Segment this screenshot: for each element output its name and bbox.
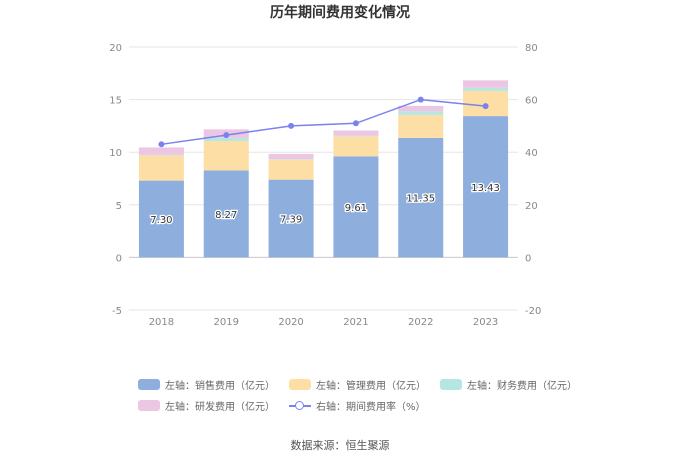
x-tick-label: 2018: [149, 317, 174, 328]
bar-data-label: 7.39: [280, 215, 302, 226]
legend-row-2: 左轴：研发费用（亿元） 右轴：期间费用率（%）: [138, 398, 440, 413]
bar-data-label: 11.35: [406, 194, 435, 205]
bar-segment-0: [463, 116, 509, 258]
legend-row-1: 左轴：销售费用（亿元） 左轴：管理费用（亿元） 左轴：财务费用（亿元）: [138, 377, 591, 392]
y-left-tick-label: 5: [116, 201, 122, 212]
bar-segment-0: [203, 170, 249, 258]
bar-segment-3: [463, 80, 509, 88]
bar-segment-2: [138, 154, 184, 156]
rate-point: [417, 96, 424, 103]
legend-label-finance: 左轴：财务费用（亿元）: [467, 381, 577, 392]
bar-segment-3: [398, 105, 444, 112]
bar-segment-0: [333, 156, 379, 258]
legend-label-sales: 左轴：销售费用（亿元）: [165, 381, 275, 392]
legend-label-rnd: 左轴：研发费用（亿元）: [165, 402, 275, 413]
bar-segment-3: [138, 147, 184, 155]
chart-title: 历年期间费用变化情况: [270, 5, 410, 21]
y-left-tick-label: 10: [109, 148, 122, 159]
y-right-tick-label: 40: [525, 148, 538, 159]
rate-point: [352, 120, 359, 127]
bar-data-label: 9.61: [345, 203, 367, 214]
legend-item-admin[interactable]: 左轴：管理费用（亿元）: [289, 377, 426, 392]
chart-plot: -5 -20 0 0 5 20 10 40 15 60 20 80 2018 2019 2020 2021 20…: [109, 43, 541, 328]
y-right-tick-label: -20: [525, 306, 541, 317]
legend-item-finance[interactable]: 左轴：财务费用（亿元）: [440, 377, 577, 392]
bar-segment-3: [268, 153, 314, 160]
legend-label-rate: 右轴：期间费用率（%）: [316, 402, 426, 413]
bar-data-label: 13.43: [471, 183, 500, 194]
bar-data-label: 7.30: [150, 215, 172, 226]
bar-segment-1: [333, 136, 379, 157]
bar-segment-1: [268, 159, 314, 180]
y-right-tick-label: 80: [525, 43, 538, 54]
bar-data-label: 8.27: [215, 210, 237, 221]
bar-segment-0: [268, 179, 314, 258]
x-tick-label: 2022: [408, 317, 433, 328]
y-left-tick-label: 15: [109, 96, 122, 107]
x-tick-label: 2020: [278, 317, 303, 328]
bar-segment-1: [203, 140, 249, 171]
x-tick-label: 2021: [343, 317, 368, 328]
x-tick-label: 2019: [214, 317, 239, 328]
y-right-tick-label: 0: [525, 253, 531, 264]
rate-point: [288, 122, 295, 129]
y-right-tick-label: 60: [525, 96, 538, 107]
rate-point: [482, 103, 489, 110]
legend-item-sales[interactable]: 左轴：销售费用（亿元）: [138, 377, 275, 392]
bar-segment-2: [398, 111, 444, 115]
bar-segment-0: [398, 137, 444, 258]
bar-segment-3: [333, 130, 379, 136]
legend-swatch-rate: [289, 400, 311, 411]
legend-swatch-rnd: [138, 400, 160, 411]
x-tick-label: 2023: [473, 317, 498, 328]
bar-segment-2: [333, 135, 379, 137]
bar-segment-2: [203, 137, 249, 141]
y-left-tick-label: -5: [112, 306, 122, 317]
legend-swatch-admin: [289, 379, 311, 390]
bar-segment-2: [268, 159, 314, 160]
y-left-tick-label: 0: [116, 253, 122, 264]
legend-label-admin: 左轴：管理费用（亿元）: [316, 381, 426, 392]
bar-segment-2: [463, 87, 509, 91]
rate-point: [223, 132, 230, 139]
y-right-tick-label: 20: [525, 201, 538, 212]
bar-segment-0: [138, 180, 184, 258]
rate-point: [158, 141, 165, 148]
y-left-tick-label: 20: [109, 43, 122, 54]
legend-swatch-sales: [138, 379, 160, 390]
legend-item-rnd[interactable]: 左轴：研发费用（亿元）: [138, 398, 275, 413]
bar-segment-1: [398, 114, 444, 138]
bar-segment-1: [138, 155, 184, 181]
data-source: 数据来源：恒生聚源: [290, 439, 390, 452]
legend-swatch-finance: [440, 379, 462, 390]
legend-item-rate[interactable]: 右轴：期间费用率（%）: [289, 398, 426, 413]
rate-line: [161, 98, 486, 146]
